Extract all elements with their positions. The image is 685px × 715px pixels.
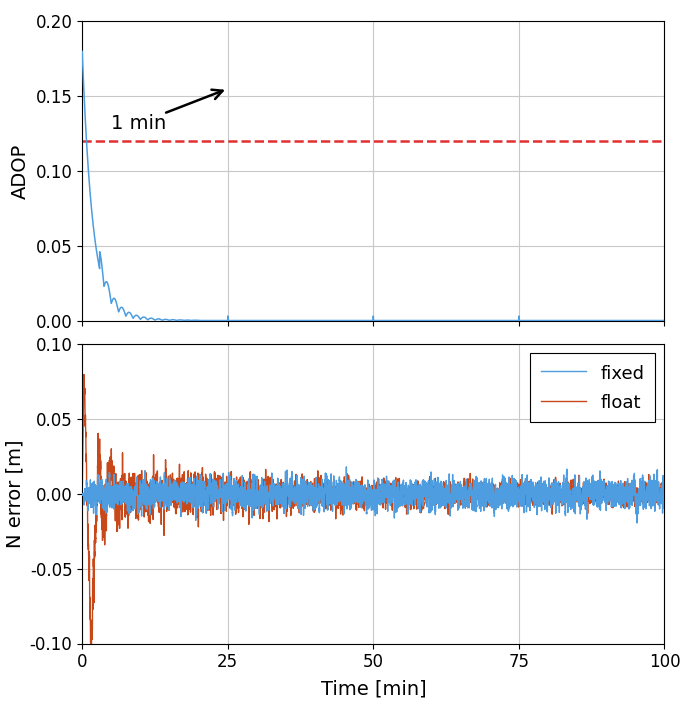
float: [660, 495, 669, 504]
Y-axis label: ADOP: ADOP: [11, 143, 30, 199]
float: [109, 475, 117, 483]
fixed: [660, 495, 669, 503]
float: [229, 488, 237, 497]
float: [432, 493, 440, 502]
Line: fixed: fixed: [82, 467, 664, 523]
fixed: [342, 463, 351, 471]
fixed: [78, 490, 86, 498]
float: [376, 491, 384, 500]
float: [384, 490, 393, 498]
float: [87, 660, 95, 669]
Line: float: float: [82, 375, 664, 664]
fixed: [432, 488, 440, 496]
fixed: [229, 487, 237, 495]
Legend: fixed, float: fixed, float: [530, 353, 656, 423]
X-axis label: Time [min]: Time [min]: [321, 679, 426, 699]
float: [80, 370, 88, 379]
fixed: [164, 497, 173, 506]
fixed: [384, 487, 393, 495]
Y-axis label: N error [m]: N error [m]: [5, 440, 24, 548]
fixed: [109, 493, 117, 502]
Text: 1 min: 1 min: [111, 89, 223, 132]
fixed: [376, 497, 384, 506]
float: [78, 490, 86, 498]
float: [164, 489, 173, 498]
fixed: [633, 518, 641, 527]
